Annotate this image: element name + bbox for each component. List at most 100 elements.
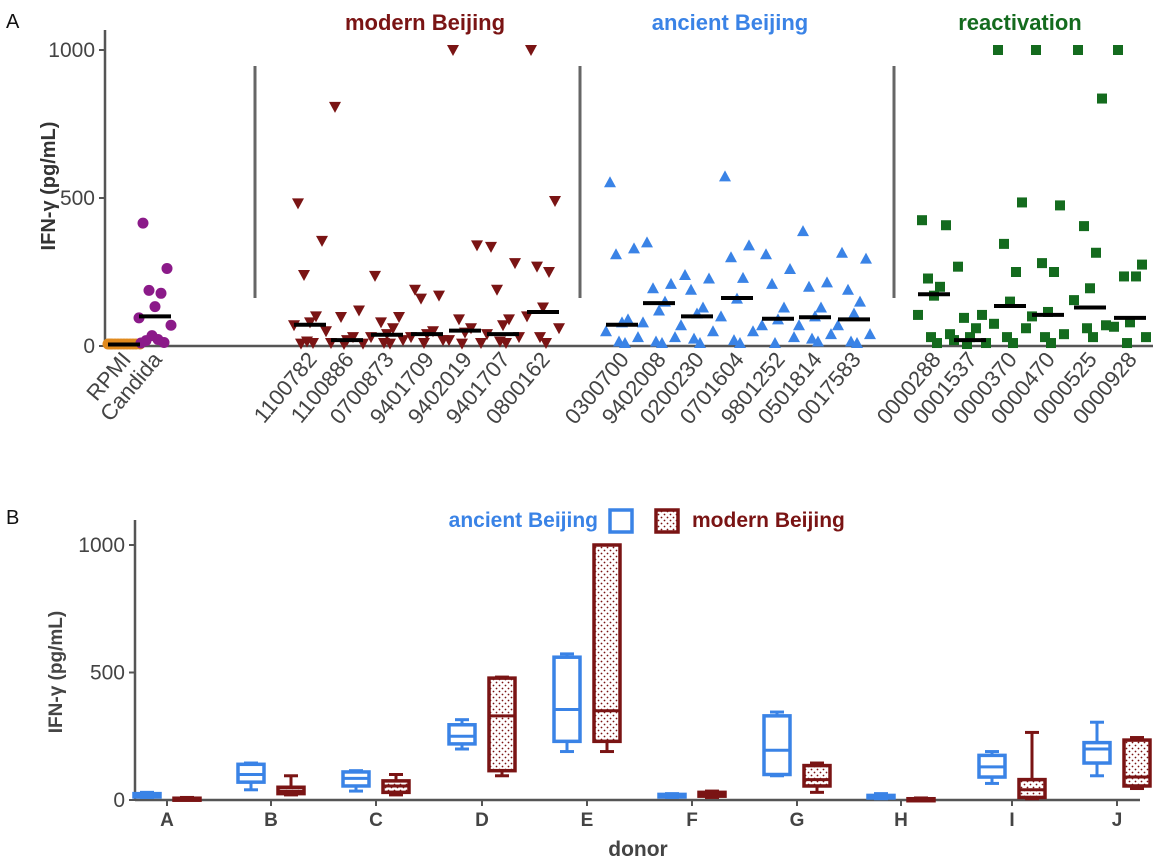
data-point: [310, 311, 322, 323]
data-point: [803, 280, 815, 292]
data-point: [1088, 332, 1098, 343]
data-point: [945, 329, 955, 340]
x-tick-label: J: [1112, 810, 1123, 831]
box-ancient: [132, 790, 162, 799]
data-point: [913, 309, 923, 320]
panel-a-axes: 0 500 1000: [48, 30, 1153, 358]
data-point: [707, 325, 719, 337]
data-point: [815, 301, 827, 313]
panel-b: B IFN-γ (pg/mL) ancient Beijing modern B…: [6, 507, 1152, 861]
panel-b-axes: 0 500 1000: [78, 520, 1140, 812]
box-iqr: [487, 676, 517, 773]
data-point: [353, 305, 365, 317]
data-point: [307, 338, 319, 350]
box-ancient: [447, 718, 477, 751]
data-point: [1043, 306, 1053, 317]
data-point: [553, 323, 565, 335]
data-point: [812, 335, 824, 347]
data-point: [1069, 295, 1079, 306]
data-point: [393, 311, 405, 323]
box-iqr: [1122, 738, 1152, 788]
data-point: [788, 331, 800, 343]
box-modern: [381, 773, 411, 797]
data-point: [531, 261, 543, 273]
data-point: [728, 334, 740, 346]
data-point: [981, 338, 991, 349]
data-point: [632, 331, 644, 343]
data-point: [821, 276, 833, 288]
data-point: [155, 287, 167, 299]
panel-b-x-tick-labels: A B C D E F G H I J: [160, 800, 1122, 831]
data-point: [143, 284, 155, 296]
data-point: [610, 248, 622, 260]
data-point: [977, 309, 987, 320]
box-modern: [697, 789, 727, 799]
data-point: [604, 176, 616, 188]
data-point: [475, 338, 487, 350]
data-point: [1091, 247, 1101, 258]
panel-b-y-tick-label: 500: [90, 662, 125, 685]
data-point: [1085, 283, 1095, 294]
group-title: reactivation: [958, 10, 1082, 35]
data-point: [549, 195, 561, 207]
data-point: [149, 301, 161, 313]
data-point: [329, 101, 341, 113]
data-point: [1055, 200, 1065, 211]
data-point: [433, 290, 445, 302]
box-modern: [1017, 730, 1047, 801]
data-point: [409, 284, 421, 296]
box-iqr: [762, 714, 792, 777]
data-point: [540, 338, 552, 350]
data-point: [537, 302, 549, 314]
data-point: [679, 268, 691, 280]
data-point: [836, 246, 848, 258]
data-point: [165, 319, 177, 331]
data-point: [1131, 271, 1141, 282]
panel-b-x-axis-label: donor: [608, 838, 667, 861]
data-point: [1101, 320, 1111, 331]
box-ancient: [1082, 720, 1112, 778]
panel-b-legend: ancient Beijing modern Beijing: [449, 508, 845, 534]
panel-a-y-tick-label: 0: [83, 335, 95, 358]
data-point: [637, 316, 649, 328]
data-point: [848, 307, 860, 319]
x-tick-label: F: [686, 810, 698, 831]
data-point: [509, 258, 521, 270]
panel-a-y-tick-label: 1000: [48, 39, 95, 62]
data-point: [503, 314, 515, 326]
data-point: [1031, 45, 1041, 55]
data-point: [347, 332, 359, 344]
data-point: [825, 328, 837, 340]
data-point: [1082, 323, 1092, 334]
data-point: [743, 239, 755, 251]
data-point: [453, 314, 465, 326]
box-modern: [172, 795, 202, 802]
box-iqr: [592, 543, 622, 744]
data-point: [292, 198, 304, 210]
box-modern: [592, 543, 622, 754]
data-point: [784, 263, 796, 275]
data-point: [688, 332, 700, 344]
panel-a-y-tick-label: 500: [60, 187, 95, 210]
data-point: [447, 45, 459, 56]
data-point: [375, 317, 387, 329]
panel-a-group-titles: modern Beijing ancient Beijing reactivatio…: [345, 10, 1082, 35]
data-point: [941, 220, 951, 231]
data-point: [793, 319, 805, 331]
data-point: [959, 312, 969, 323]
panel-a-y-axis-label: IFN-γ (pg/mL): [38, 122, 60, 251]
data-point: [415, 293, 427, 305]
data-point: [1137, 259, 1147, 270]
box-modern: [802, 761, 832, 794]
data-point: [622, 313, 634, 325]
legend-ancient-label: ancient Beijing: [449, 509, 598, 532]
data-point: [456, 338, 468, 350]
data-point: [418, 338, 430, 350]
box-iqr: [1082, 740, 1112, 765]
panel-b-boxes: [132, 543, 1152, 803]
box-modern: [487, 675, 517, 778]
data-point: [860, 252, 872, 264]
data-point: [769, 337, 781, 349]
